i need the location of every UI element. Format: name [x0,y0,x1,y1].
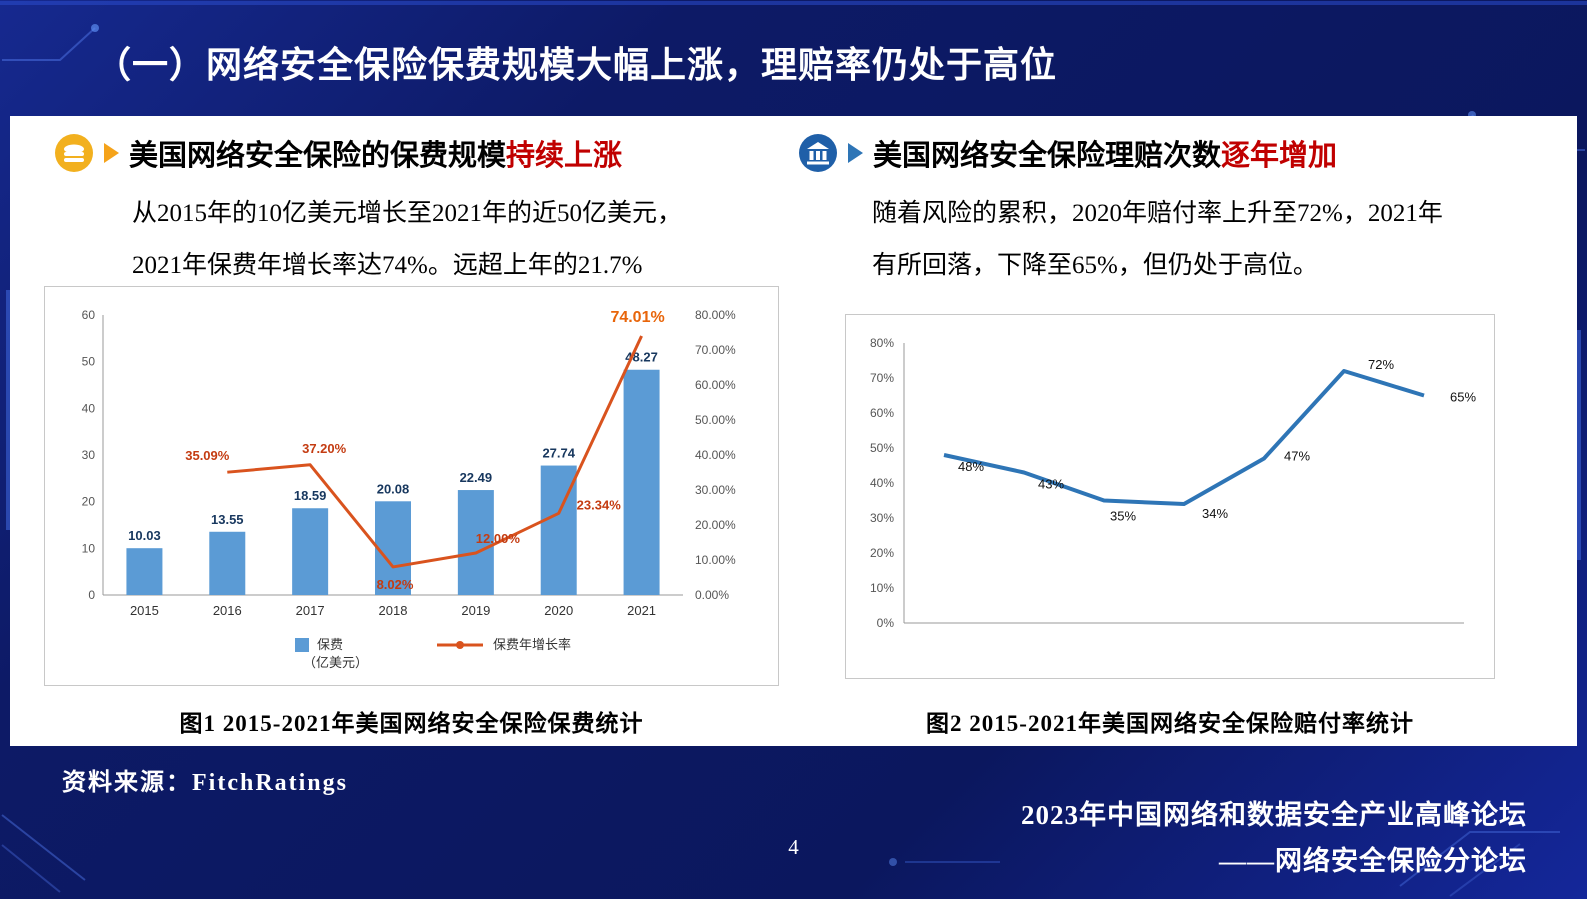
svg-text:43%: 43% [1038,477,1064,492]
svg-text:80%: 80% [870,336,894,350]
svg-text:60%: 60% [870,406,894,420]
svg-text:30: 30 [82,448,96,462]
svg-text:50%: 50% [870,441,894,455]
svg-text:20.00%: 20.00% [695,518,736,532]
left-section-heading: 美国网络安全保险的保费规模持续上涨 [54,132,622,174]
svg-text:12.00%: 12.00% [476,531,521,546]
page-title: （一）网络安全保险保费规模大幅上涨，理赔率仍处于高位 [95,44,1058,85]
svg-text:0: 0 [88,588,95,602]
chart1-svg: 0 10 20 30 40 50 60 0.00% 10.00% 20.00% 30.00% 40.0… [82,308,736,670]
svg-text:60: 60 [82,308,96,322]
svg-text:23.34%: 23.34% [577,497,622,512]
svg-text:65%: 65% [1450,390,1476,405]
chart1-caption: 图1 2015-2021年美国网络安全保险保费统计 [179,711,644,736]
svg-text:10%: 10% [870,581,894,595]
svg-text:34%: 34% [1202,506,1228,521]
svg-text:13.55: 13.55 [211,512,244,527]
arrow-icon [104,143,119,163]
svg-text:40%: 40% [870,476,894,490]
left-body-line2: 2021年保费年增长率达74%。远超上年的21.7% [132,252,643,279]
right-body-line1: 随着风险的累积，2020年赔付率上升至72%，2021年 [872,200,1443,227]
forum-footer-line1: 2023年中国网络和数据安全产业高峰论坛 [1021,800,1527,830]
left-heading-text: 美国网络安全保险的保费规模持续上涨 [129,132,622,174]
svg-text:（亿美元）: （亿美元） [303,655,368,670]
bank-icon [799,134,837,172]
content-panel: 美国网络安全保险的保费规模持续上涨 从2015年的10亿美元增长至2021年的近… [10,116,1577,746]
svg-text:40.00%: 40.00% [695,448,736,462]
forum-footer-line2: ——网络安全保险分论坛 [1219,846,1527,876]
svg-text:37.20%: 37.20% [302,441,347,456]
forum-footer: 2023年中国网络和数据安全产业高峰论坛 ——网络安全保险分论坛 [1021,792,1527,884]
svg-text:30%: 30% [870,511,894,525]
svg-text:20: 20 [82,495,96,509]
svg-text:10.03: 10.03 [128,528,161,543]
svg-text:2017: 2017 [296,603,325,618]
svg-text:保费年增长率: 保费年增长率 [493,637,571,652]
left-heading-red: 持续上涨 [506,140,623,172]
right-heading-black: 美国网络安全保险理赔次数 [873,140,1222,172]
svg-text:20%: 20% [870,546,894,560]
svg-text:0%: 0% [877,616,895,630]
arrow-icon [848,143,863,163]
source-label: 资料来源：FitchRatings [62,770,348,796]
svg-text:2015: 2015 [130,603,159,618]
left-body-line1: 从2015年的10亿美元增长至2021年的近50亿美元， [132,200,683,227]
svg-text:2016: 2016 [213,603,242,618]
page-number: 4 [788,835,799,859]
svg-text:35.09%: 35.09% [185,448,230,463]
premium-chart: 0 10 20 30 40 50 60 0.00% 10.00% 20.00% 30.00% 40.0… [44,286,779,686]
svg-text:2020: 2020 [544,603,573,618]
svg-text:22.49: 22.49 [460,470,493,485]
svg-text:27.74: 27.74 [542,446,575,461]
svg-text:2019: 2019 [461,603,490,618]
svg-text:70%: 70% [870,371,894,385]
right-section-heading: 美国网络安全保险理赔次数逐年增加 [798,132,1337,174]
svg-text:20.08: 20.08 [377,481,410,496]
claims-ratio-chart: 0% 10% 20% 30% 40% 50% 60% 70% 80% 48% 43% 35% 34% 47… [845,314,1495,679]
svg-text:18.59: 18.59 [294,488,327,503]
right-body-line2: 有所回落，下降至65%，但仍处于高位。 [872,252,1318,279]
chart2-caption: 图2 2015-2021年美国网络安全保险赔付率统计 [926,711,1414,736]
svg-text:74.01%: 74.01% [610,309,664,326]
chart2-svg: 0% 10% 20% 30% 40% 50% 60% 70% 80% 48% 43% 35% 34% 47… [870,336,1476,630]
svg-text:60.00%: 60.00% [695,378,736,392]
svg-text:50: 50 [82,355,96,369]
svg-text:35%: 35% [1110,509,1136,524]
svg-text:72%: 72% [1368,357,1394,372]
svg-text:10: 10 [82,541,96,555]
money-icon [55,134,93,172]
left-heading-black: 美国网络安全保险的保费规模 [129,140,507,172]
svg-text:保费: 保费 [317,637,343,652]
svg-text:47%: 47% [1284,449,1310,464]
svg-text:8.02%: 8.02% [377,577,414,592]
svg-text:0.00%: 0.00% [695,588,729,602]
svg-text:50.00%: 50.00% [695,413,736,427]
right-heading-text: 美国网络安全保险理赔次数逐年增加 [873,132,1337,174]
svg-text:70.00%: 70.00% [695,343,736,357]
right-body-text: 随着风险的累积，2020年赔付率上升至72%，2021年 有所回落，下降至65%… [872,188,1522,292]
svg-text:2018: 2018 [379,603,408,618]
svg-text:2021: 2021 [627,603,656,618]
left-body-text: 从2015年的10亿美元增长至2021年的近50亿美元， 2021年保费年增长率… [132,188,752,292]
right-heading-red: 逐年增加 [1221,140,1338,172]
svg-text:40: 40 [82,401,96,415]
svg-text:80.00%: 80.00% [695,308,736,322]
svg-text:30.00%: 30.00% [695,483,736,497]
svg-text:10.00%: 10.00% [695,553,736,567]
svg-text:48%: 48% [958,459,984,474]
